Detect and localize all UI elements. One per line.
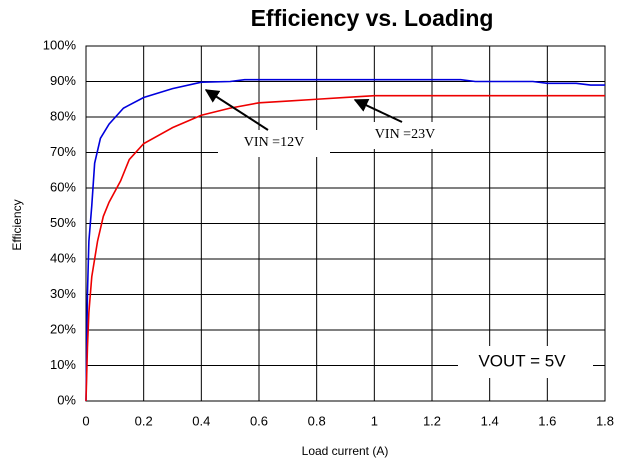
y-tick-label: 50%: [50, 215, 76, 230]
arrow: [353, 99, 403, 123]
y-axis-label: Efficiency: [10, 199, 24, 250]
y-tick-label: 100%: [43, 37, 77, 52]
label-box: [458, 346, 593, 378]
annotations: VIN =12V VIN =23V VOUT = 5V: [204, 89, 593, 378]
lines: [85, 78, 605, 402]
x-tick-label: 0.2: [135, 413, 153, 428]
y-tick-label: 30%: [50, 286, 76, 301]
y-tick-label: 10%: [50, 357, 76, 372]
y-tick-label: 40%: [50, 250, 76, 265]
x-tick-label: 0: [82, 413, 89, 428]
x-axis-label: Load current (A): [302, 444, 389, 458]
x-tick-label: 0.4: [192, 413, 210, 428]
x-tick-label: 1.6: [538, 413, 556, 428]
y-tick-label: 80%: [50, 108, 76, 123]
label-box: [355, 122, 460, 149]
y-tick-label: 70%: [50, 144, 76, 159]
plot-frame: [85, 45, 606, 402]
y-tick-label: 60%: [50, 179, 76, 194]
arrow: [204, 89, 269, 131]
y-tick-label: 0%: [57, 392, 76, 407]
label-box: [218, 130, 330, 157]
x-tick-label: 1.2: [423, 413, 441, 428]
annotation: VOUT = 5V: [478, 351, 566, 370]
series-line: [85, 78, 605, 402]
x-tick-label: 1.4: [481, 413, 499, 428]
chart-title: Efficiency vs. Loading: [251, 5, 494, 31]
y-tick-label: 20%: [50, 321, 76, 336]
series-line: [85, 94, 605, 402]
series-label: VIN =12V: [244, 135, 304, 150]
x-tick-label: 0.8: [308, 413, 326, 428]
x-tick-label: 0.6: [250, 413, 268, 428]
x-tick-label: 1: [371, 413, 378, 428]
series-label: VIN =23V: [375, 127, 435, 142]
x-tick-label: 1.8: [596, 413, 614, 428]
grid: [85, 45, 606, 402]
y-tick-label: 90%: [50, 73, 76, 88]
